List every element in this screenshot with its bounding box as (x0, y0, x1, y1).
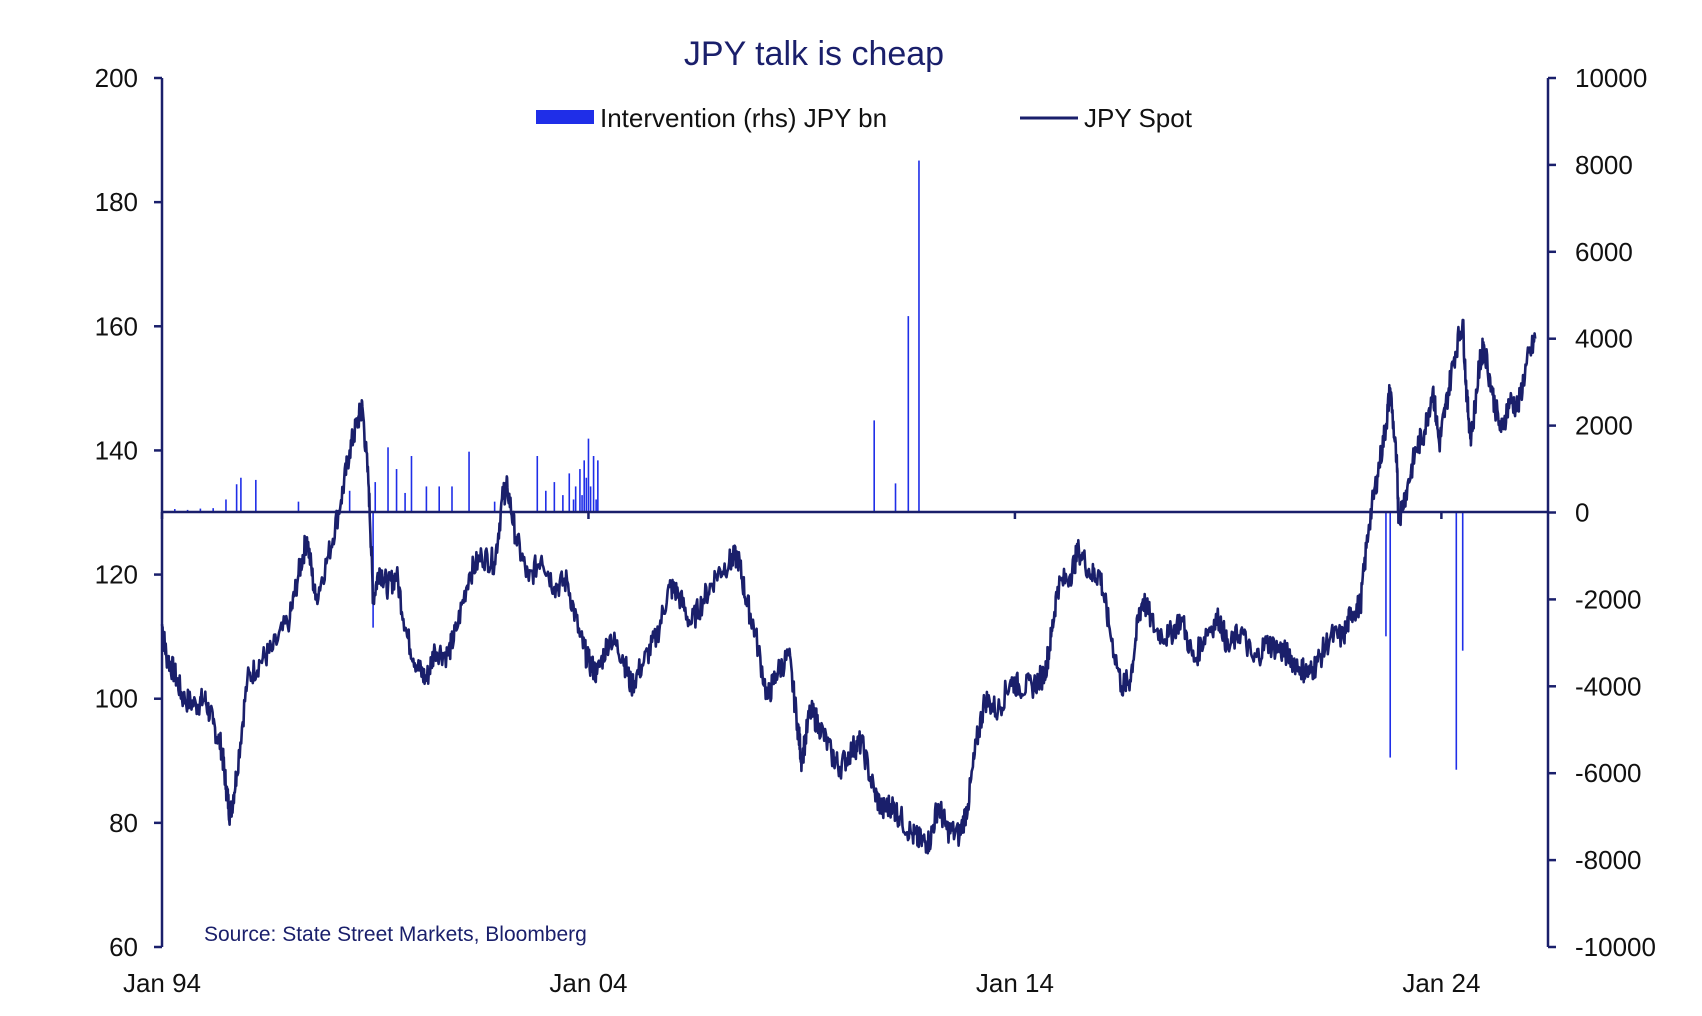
intervention-bar (585, 477, 588, 513)
right-tick-label: 4000 (1575, 324, 1633, 354)
right-tick-label: -8000 (1575, 845, 1642, 875)
intervention-bar (589, 486, 592, 513)
intervention-bar (1389, 512, 1392, 758)
left-tick-label: 60 (109, 932, 138, 962)
legend: Intervention (rhs) JPY bn JPY Spot (536, 103, 1193, 133)
right-tick-label: -2000 (1575, 584, 1642, 614)
intervention-bar (297, 501, 300, 513)
intervention-bar (451, 486, 453, 513)
intervention-bar (1461, 512, 1464, 651)
intervention-bar (395, 469, 398, 513)
right-tick-label: -4000 (1575, 671, 1642, 701)
intervention-bar (493, 501, 496, 513)
x-tick-label: Jan 94 (123, 968, 201, 998)
intervention-bar (553, 482, 556, 513)
intervention-bar (410, 456, 413, 513)
chart-title: JPY talk is cheap (684, 35, 944, 73)
intervention-bar (1385, 512, 1387, 637)
intervention-bar (579, 469, 581, 513)
intervention-bar (374, 482, 377, 513)
x-axis-ticks: Jan 94 Jan 04 Jan 14 Jan 24 (123, 512, 1480, 998)
intervention-bar (572, 499, 575, 513)
source-note: Source: State Street Markets, Bloomberg (204, 923, 587, 946)
intervention-bar (438, 486, 440, 513)
intervention-bar (536, 456, 539, 513)
x-tick-label: Jan 04 (549, 968, 627, 998)
intervention-bar (1455, 512, 1458, 770)
intervention-bar (587, 438, 590, 513)
intervention-bar (562, 495, 564, 513)
intervention-bar (425, 486, 428, 513)
intervention-bar (592, 456, 595, 513)
right-tick-label: 2000 (1575, 411, 1633, 441)
left-tick-label: 160 (95, 311, 138, 341)
right-tick-label: 6000 (1575, 237, 1633, 267)
intervention-bar (894, 483, 897, 513)
intervention-bar (199, 508, 202, 513)
intervention-bar (595, 499, 597, 513)
left-tick-label: 180 (95, 187, 138, 217)
legend-spot-label: JPY Spot (1084, 103, 1193, 133)
intervention-bar (581, 495, 583, 513)
intervention-bar (568, 473, 571, 513)
right-tick-label: 10000 (1575, 63, 1647, 93)
intervention-bar (387, 447, 389, 513)
intervention-bar (235, 484, 238, 513)
left-tick-label: 120 (95, 560, 138, 590)
legend-intervention-label: Intervention (rhs) JPY bn (600, 103, 887, 133)
intervention-bar (597, 460, 599, 513)
right-tick-label: 8000 (1575, 150, 1633, 180)
intervention-bar (255, 479, 257, 513)
right-tick-label: 0 (1575, 498, 1589, 528)
jpy-spot-line (160, 318, 1537, 855)
left-tick-label: 100 (95, 684, 138, 714)
intervention-bar (348, 490, 351, 513)
intervention-bar (468, 451, 470, 513)
intervention-bars (173, 160, 1464, 770)
intervention-bar (574, 486, 577, 513)
intervention-bar (212, 508, 214, 513)
x-tick-label: Jan 24 (1402, 968, 1480, 998)
intervention-bar (240, 477, 242, 513)
intervention-bar (404, 492, 406, 513)
x-tick-label: Jan 14 (976, 968, 1054, 998)
intervention-bar (918, 160, 920, 513)
right-axis-ticks: 10000 8000 6000 4000 2000 0 -2000 -4000 -6000 -80… (1548, 63, 1656, 962)
left-tick-label: 200 (95, 63, 138, 93)
right-tick-label: -10000 (1575, 932, 1656, 962)
intervention-bar (225, 499, 227, 513)
intervention-bar (545, 490, 547, 513)
right-tick-label: -6000 (1575, 758, 1642, 788)
left-axis-ticks: 200 180 160 140 120 100 80 60 (95, 63, 162, 962)
intervention-bar (583, 460, 585, 513)
left-tick-label: 80 (109, 808, 138, 838)
intervention-bar (907, 316, 910, 513)
legend-intervention-swatch (536, 110, 594, 124)
intervention-bar (873, 420, 875, 513)
left-tick-label: 140 (95, 435, 138, 465)
